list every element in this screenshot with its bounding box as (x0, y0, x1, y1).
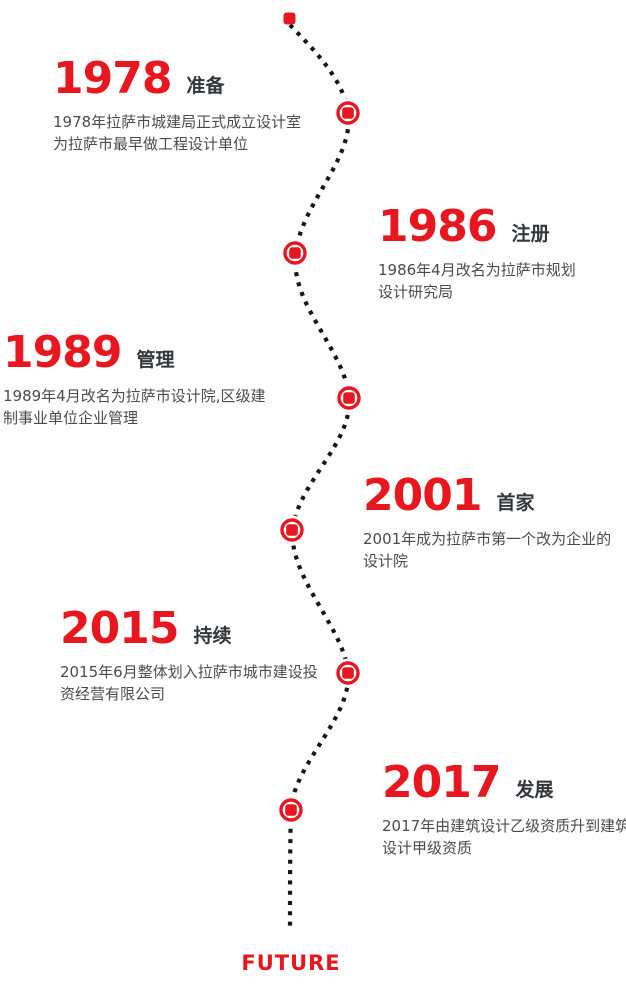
milestone-description: 1986年4月改名为拉萨市规划 设计研究局 (378, 259, 576, 304)
milestone-year: 1978 (53, 53, 172, 104)
desc-line: 设计研究局 (378, 283, 454, 302)
milestone-2015: 2015 持续 2015年6月整体划入拉萨市城市建设投 资经营有限公司 (60, 603, 318, 706)
milestone-tag: 发展 (515, 778, 554, 801)
milestone-year: 1989 (3, 327, 122, 378)
desc-line: 设计院 (363, 552, 409, 571)
milestone-2015-heading: 2015 持续 (60, 603, 318, 654)
milestone-description: 2001年成为拉萨市第一个改为企业的 设计院 (363, 528, 611, 573)
milestone-1989: 1989 管理 1989年4月改名为拉萨市设计院,区级建 制事业单位企业管理 (3, 327, 266, 430)
desc-line: 1986年4月改名为拉萨市规划 (378, 260, 576, 279)
milestone-tag: 管理 (136, 348, 175, 371)
milestone-1986: 1986 注册 1986年4月改名为拉萨市规划 设计研究局 (378, 201, 576, 304)
milestone-1986-heading: 1986 注册 (378, 201, 576, 252)
milestone-description: 1978年拉萨市城建局正式成立设计室 为拉萨市最早做工程设计单位 (53, 111, 301, 156)
milestone-tag: 准备 (186, 74, 225, 97)
milestone-description: 2015年6月整体划入拉萨市城市建设投 资经营有限公司 (60, 661, 318, 706)
timeline-node-2001-icon (277, 515, 307, 545)
timeline-node-1978-icon (333, 98, 363, 128)
milestone-2017-heading: 2017 发展 (382, 757, 626, 808)
timeline-start-dot-icon (283, 12, 296, 25)
desc-line: 设计甲级资质 (382, 839, 473, 858)
milestone-2001-heading: 2001 首家 (363, 470, 611, 521)
desc-line: 2015年6月整体划入拉萨市城市建设投 (60, 662, 318, 681)
timeline-dotted-line (287, 23, 352, 932)
desc-line: 制事业单位企业管理 (3, 409, 139, 428)
milestone-year: 2001 (363, 470, 482, 521)
desc-line: 1989年4月改名为拉萨市设计院,区级建 (3, 386, 266, 405)
timeline-node-2017-icon (276, 795, 306, 825)
milestone-year: 2015 (60, 603, 179, 654)
milestone-1978-heading: 1978 准备 (53, 53, 301, 104)
timeline-node-1989-icon (334, 383, 364, 413)
milestone-tag: 首家 (496, 491, 535, 514)
desc-line: 为拉萨市最早做工程设计单位 (53, 135, 249, 154)
milestone-tag: 注册 (511, 222, 550, 245)
milestone-description: 1989年4月改名为拉萨市设计院,区级建 制事业单位企业管理 (3, 385, 266, 430)
milestone-description: 2017年由建筑设计乙级资质升到建筑 设计甲级资质 (382, 815, 626, 860)
milestone-year: 2017 (382, 757, 501, 808)
timeline-node-2015-icon (333, 658, 363, 688)
desc-line: 1978年拉萨市城建局正式成立设计室 (53, 112, 302, 131)
desc-line: 资经营有限公司 (60, 685, 166, 704)
milestone-1978: 1978 准备 1978年拉萨市城建局正式成立设计室 为拉萨市最早做工程设计单位 (53, 53, 301, 156)
future-label: FUTURE (241, 951, 341, 975)
desc-line: 2001年成为拉萨市第一个改为企业的 (363, 529, 612, 548)
milestone-2001: 2001 首家 2001年成为拉萨市第一个改为企业的 设计院 (363, 470, 611, 573)
milestone-year: 1986 (378, 201, 497, 252)
milestone-2017: 2017 发展 2017年由建筑设计乙级资质升到建筑 设计甲级资质 (382, 757, 626, 860)
milestone-1989-heading: 1989 管理 (3, 327, 266, 378)
timeline-node-1986-icon (280, 238, 310, 268)
desc-line: 2017年由建筑设计乙级资质升到建筑 (382, 816, 626, 835)
milestone-tag: 持续 (193, 624, 232, 647)
